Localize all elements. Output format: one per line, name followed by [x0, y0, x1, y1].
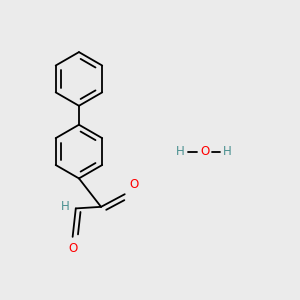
- Text: O: O: [130, 178, 139, 191]
- Text: H: H: [176, 145, 184, 158]
- Text: O: O: [201, 145, 210, 158]
- Text: H: H: [223, 145, 232, 158]
- Text: O: O: [68, 242, 77, 255]
- Text: H: H: [61, 200, 70, 213]
